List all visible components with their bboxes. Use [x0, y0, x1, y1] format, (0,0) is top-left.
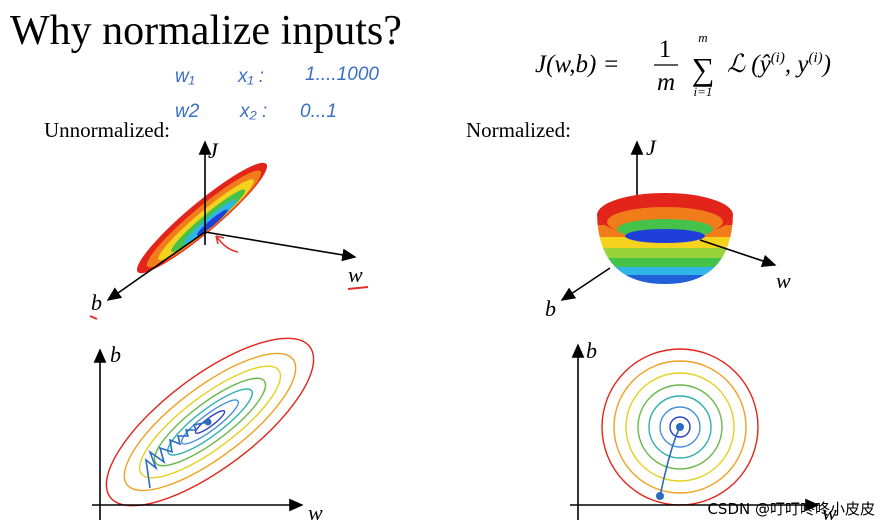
note-feature: x₂ :: [239, 101, 267, 122]
fraction-denominator: m: [657, 69, 675, 96]
formula-lhs: J(w,b) =: [535, 51, 619, 78]
gradient-path: [144, 421, 209, 489]
axis: [699, 239, 777, 268]
fraction-numerator: 1: [659, 36, 672, 63]
formula-term: ℒ (ŷ(i), y(i)): [727, 50, 831, 78]
axis-label: w: [776, 268, 791, 293]
panel-label: Unnormalized:: [44, 118, 170, 142]
axis-label: J: [208, 138, 219, 163]
gradient-path: [659, 426, 681, 497]
note-range: 0...1: [300, 101, 337, 122]
handwritten-notes: w₁ x₁ : 1....1000 w2 x₂ : 0...1: [175, 64, 379, 122]
contour: [105, 337, 315, 507]
axis: [204, 231, 357, 262]
note-weight: w₁: [175, 66, 195, 87]
contour: [123, 352, 297, 492]
axis-label: b: [110, 342, 121, 367]
formula: J(w,b) = 1 m m ∑ i=1 ℒ (ŷ(i), y(i)): [535, 30, 831, 99]
axis: [106, 231, 206, 301]
watermark: CSDN @叮叮咚咚小皮皮: [707, 500, 875, 518]
contour: [637, 384, 723, 470]
panel-label: Normalized:: [466, 118, 571, 142]
axis-label: J: [646, 135, 657, 160]
note-range: 1....1000: [305, 64, 379, 85]
annotation-mark: [89, 315, 98, 320]
axis-label: b: [545, 296, 556, 321]
sum-top: m: [698, 30, 707, 45]
unnormalized-contour: b w: [92, 337, 323, 525]
axis-label: w: [308, 500, 323, 525]
title: Why normalize inputs?: [10, 8, 402, 54]
contour: [180, 399, 240, 445]
contour: [625, 372, 735, 482]
annotation-arrow: [215, 235, 239, 253]
normalized-contour: b w: [570, 338, 837, 525]
axis: [560, 267, 611, 301]
bowl-inner: [625, 229, 705, 243]
start-point: [656, 492, 664, 500]
normalized-surface: J w b: [545, 135, 791, 321]
contour: [167, 388, 253, 456]
optimum: [204, 418, 212, 426]
contour: [613, 360, 747, 494]
contour: [153, 377, 267, 467]
surface: [136, 162, 268, 274]
axis-label: b: [586, 338, 597, 363]
axis-label: w: [348, 262, 363, 287]
sum-bottom: i=1: [694, 84, 713, 99]
note-weight: w2: [175, 101, 200, 122]
contour: [669, 416, 691, 438]
annotation-underline: [347, 286, 369, 290]
contour: [659, 406, 701, 448]
contour: [648, 395, 712, 459]
contour: [138, 365, 282, 479]
sum-symbol: ∑: [692, 51, 715, 87]
note-feature: x₁ :: [237, 66, 264, 87]
optimum: [676, 423, 684, 431]
unnormalized-surface: J w b: [89, 138, 369, 320]
axis-label: w: [822, 500, 837, 525]
axis-label: b: [91, 290, 102, 315]
